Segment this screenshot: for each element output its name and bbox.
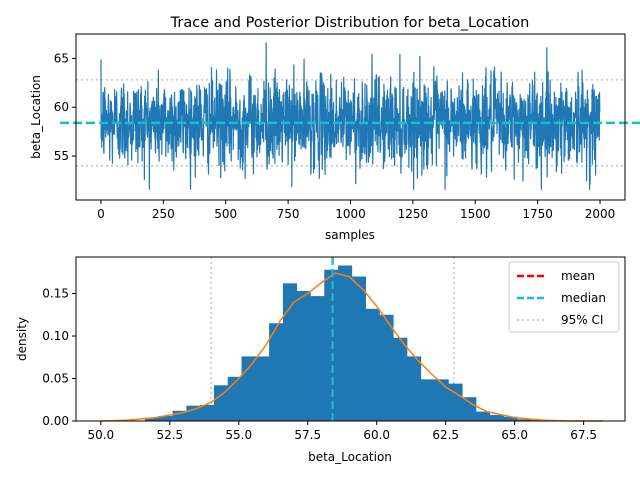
histogram-x-tick-label: 52.5 xyxy=(156,428,183,442)
legend-mean-label: mean xyxy=(561,269,595,283)
histogram-bar xyxy=(365,308,380,421)
trace-x-tick-label: 750 xyxy=(277,207,300,221)
histogram-bar xyxy=(213,385,229,421)
histogram-x-ticks: 50.0 52.5 55.0 57.5 60.0 62.5 65.0 67.5 xyxy=(87,421,597,442)
histogram-bar xyxy=(434,379,449,421)
histogram-bar xyxy=(255,356,270,421)
histogram-y-label: density xyxy=(15,317,29,361)
histogram-bar xyxy=(462,397,477,421)
histogram-x-tick-label: 65.0 xyxy=(501,428,528,442)
trace-y-tick-label: 60 xyxy=(54,100,69,114)
histogram-y-ticks: 0.00 0.05 0.10 0.15 xyxy=(42,287,76,428)
histogram-bar xyxy=(420,379,435,421)
histogram-bar xyxy=(310,296,325,421)
histogram-bar xyxy=(158,415,173,421)
histogram-x-tick-label: 62.5 xyxy=(432,428,459,442)
trace-x-tick-label: 0 xyxy=(97,207,105,221)
trace-marks xyxy=(60,42,640,190)
trace-x-tick-label: 2000 xyxy=(585,207,616,221)
histogram-axes-frame xyxy=(75,256,626,422)
histogram-bar xyxy=(393,337,408,421)
histogram-x-tick-label: 57.5 xyxy=(294,428,321,442)
histogram-bar xyxy=(379,314,394,421)
legend-box xyxy=(508,261,620,333)
histogram-bar xyxy=(476,411,491,421)
histogram-bar xyxy=(489,415,504,421)
histogram-subplot: 50.0 52.5 55.0 57.5 60.0 62.5 65.0 67.5 0.000.0… xyxy=(15,256,626,464)
trace-x-tick-label: 1750 xyxy=(522,207,553,221)
histogram-bar xyxy=(172,410,187,421)
trace-x-tick-label: 500 xyxy=(214,207,237,221)
histogram-x-tick-label: 60.0 xyxy=(363,428,390,442)
histogram-bar xyxy=(144,417,160,421)
trace-title: Trace and Posterior Distribution for bet… xyxy=(170,15,530,31)
histogram-bar xyxy=(269,323,284,421)
legend-ci-label: 95% CI xyxy=(561,313,603,327)
histogram-bar xyxy=(503,416,518,421)
histogram-bar xyxy=(296,290,311,421)
histogram-y-tick-label: 0.05 xyxy=(42,372,69,386)
trace-series-line xyxy=(100,42,601,190)
histogram-y-tick-label: 0.15 xyxy=(42,287,69,301)
trace-x-tick-label: 1500 xyxy=(460,207,491,221)
histogram-bar xyxy=(448,383,463,421)
histogram-bar xyxy=(324,269,339,421)
histogram-bar xyxy=(186,405,201,421)
histogram-bar xyxy=(282,283,298,421)
histogram-marks xyxy=(100,257,603,422)
trace-y-ticks: 55 60 65 xyxy=(54,51,76,163)
histogram-x-tick-label: 67.5 xyxy=(570,428,597,442)
histogram-x-label: beta_Location xyxy=(308,450,392,464)
histogram-bar xyxy=(351,276,366,421)
trace-x-tick-label: 250 xyxy=(152,207,175,221)
histogram-bar xyxy=(200,404,215,421)
legend-median-label: median xyxy=(561,291,606,305)
trace-x-label: samples xyxy=(325,228,375,242)
trace-subplot: Trace and Posterior Distribution for bet… xyxy=(29,15,640,242)
histogram-bar xyxy=(407,356,422,421)
histogram-x-tick-label: 55.0 xyxy=(225,428,252,442)
trace-y-tick-label: 65 xyxy=(54,51,69,65)
trace-x-tick-label: 1250 xyxy=(398,207,429,221)
trace-x-tick-label: 1000 xyxy=(335,207,366,221)
trace-x-ticks: 0 250 500 750 1000 1250 1500 1750 2000 xyxy=(97,200,615,221)
kde-curve xyxy=(100,272,603,422)
histogram-bar xyxy=(241,356,256,421)
histogram-bar xyxy=(338,265,353,421)
trace-y-tick-label: 55 xyxy=(54,149,69,163)
histogram-y-tick-label: 0.00 xyxy=(42,414,69,428)
histogram-y-tick-label: 0.10 xyxy=(42,329,69,343)
trace-y-label: beta_Location xyxy=(29,75,43,159)
histogram-bar xyxy=(227,376,242,421)
histogram-x-tick-label: 50.0 xyxy=(87,428,114,442)
legend: mean median 95% CI xyxy=(508,261,620,333)
histogram-bar xyxy=(517,419,532,421)
trace-axes-frame xyxy=(75,33,626,201)
